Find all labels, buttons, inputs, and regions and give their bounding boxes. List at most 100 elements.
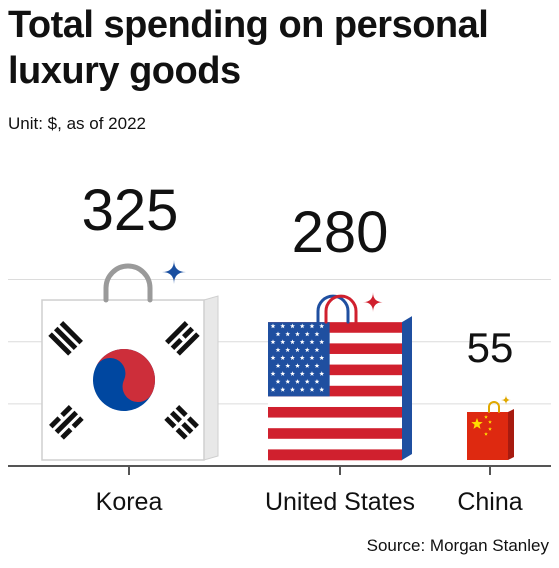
flag-star — [488, 420, 492, 424]
flag-stripe — [268, 353, 402, 365]
trigram-bar — [176, 332, 200, 356]
sparkle-icon — [162, 260, 186, 285]
bag-front — [467, 412, 508, 460]
trigram-bar — [53, 326, 78, 351]
flag-star — [275, 363, 281, 368]
bag-handle — [103, 263, 153, 303]
flag-star — [309, 323, 315, 329]
flag-star — [295, 363, 300, 368]
flag-star — [314, 363, 320, 368]
trigram-bar — [169, 410, 182, 423]
bag-side — [402, 316, 412, 460]
flag-star — [484, 415, 488, 419]
value-label: 280 — [292, 200, 389, 265]
flag-star — [314, 379, 320, 384]
trigram-bar — [175, 405, 188, 418]
bar-china — [467, 395, 514, 460]
flag-star — [295, 347, 300, 353]
trigram-bar — [181, 422, 194, 435]
sparkle-icon — [363, 292, 383, 313]
flag-star — [290, 339, 295, 345]
flag-star — [275, 347, 281, 353]
flag-star — [280, 387, 286, 392]
flag-star — [280, 339, 286, 345]
trigram — [165, 321, 200, 356]
bar-korea — [41, 260, 219, 461]
flag-stripe — [268, 343, 402, 355]
flag-star — [285, 379, 291, 384]
trigram-bar — [60, 405, 73, 418]
flag-stripe — [268, 449, 402, 461]
bag-handle — [324, 294, 358, 324]
flag-star — [299, 355, 305, 360]
flag-star — [290, 323, 295, 329]
flag-stripe — [268, 375, 402, 387]
trigram-bar — [59, 321, 83, 345]
flag-star — [270, 339, 276, 345]
flag-star — [270, 323, 276, 329]
flag-stripe — [268, 406, 402, 418]
category-label: United States — [265, 488, 415, 516]
trigram-bar — [175, 427, 188, 440]
trigram-bar — [182, 326, 195, 339]
flag-star — [304, 331, 310, 337]
flag-star — [304, 363, 310, 368]
flag-star — [309, 339, 315, 345]
flag-star — [319, 387, 325, 392]
flag-star — [290, 371, 295, 376]
value-label: 55 — [467, 324, 514, 371]
trigram — [49, 405, 84, 440]
flag-star — [280, 323, 286, 329]
flag-star — [280, 355, 286, 360]
chart-title: Total spending on personal luxury goods — [8, 4, 489, 92]
flag-star — [299, 323, 305, 329]
bar-united-states — [268, 292, 412, 461]
flag-stripe — [268, 396, 402, 408]
value-label: 325 — [82, 178, 179, 243]
flag-stripe — [268, 417, 402, 429]
trigram-bar — [186, 416, 199, 429]
taegeuk-red — [95, 349, 155, 402]
flag-star — [290, 387, 295, 392]
trigram-bar — [170, 338, 183, 351]
flag-star — [319, 339, 325, 345]
flag-star — [488, 427, 492, 431]
flag-star — [295, 379, 300, 384]
flag-star — [304, 379, 310, 384]
flag-stripe — [268, 332, 402, 344]
flag-stripe — [268, 428, 402, 440]
bag-handle — [316, 294, 350, 324]
flag-star — [290, 355, 295, 360]
trigram-bar — [164, 416, 177, 429]
trigram-bar — [165, 321, 189, 345]
trigram-bar — [71, 416, 84, 429]
flag-star — [299, 387, 305, 392]
category-label: Korea — [96, 488, 163, 516]
flag-star — [309, 371, 315, 376]
flag-star — [275, 331, 281, 337]
flag-star — [309, 355, 315, 360]
trigram-bar — [49, 416, 62, 429]
flag-star — [314, 347, 320, 353]
flag-star — [299, 339, 305, 345]
flag-star — [314, 331, 320, 337]
flag-star — [285, 331, 291, 337]
flag-star — [275, 379, 281, 384]
flag-star — [270, 371, 276, 376]
flag-stripe — [268, 385, 402, 397]
trigram-bar — [54, 410, 79, 435]
sparkle-icon — [501, 395, 511, 405]
flag-star — [471, 418, 483, 429]
trigram-bar — [60, 427, 73, 440]
flag-star — [304, 347, 310, 353]
flag-star — [319, 323, 325, 329]
flag-star — [270, 387, 276, 392]
category-label: China — [457, 488, 522, 516]
flag-star — [280, 371, 286, 376]
trigram-bar — [48, 332, 72, 356]
flag-star — [285, 347, 291, 353]
bag-side — [203, 295, 219, 461]
flag-star — [319, 355, 325, 360]
flag-star — [319, 371, 325, 376]
